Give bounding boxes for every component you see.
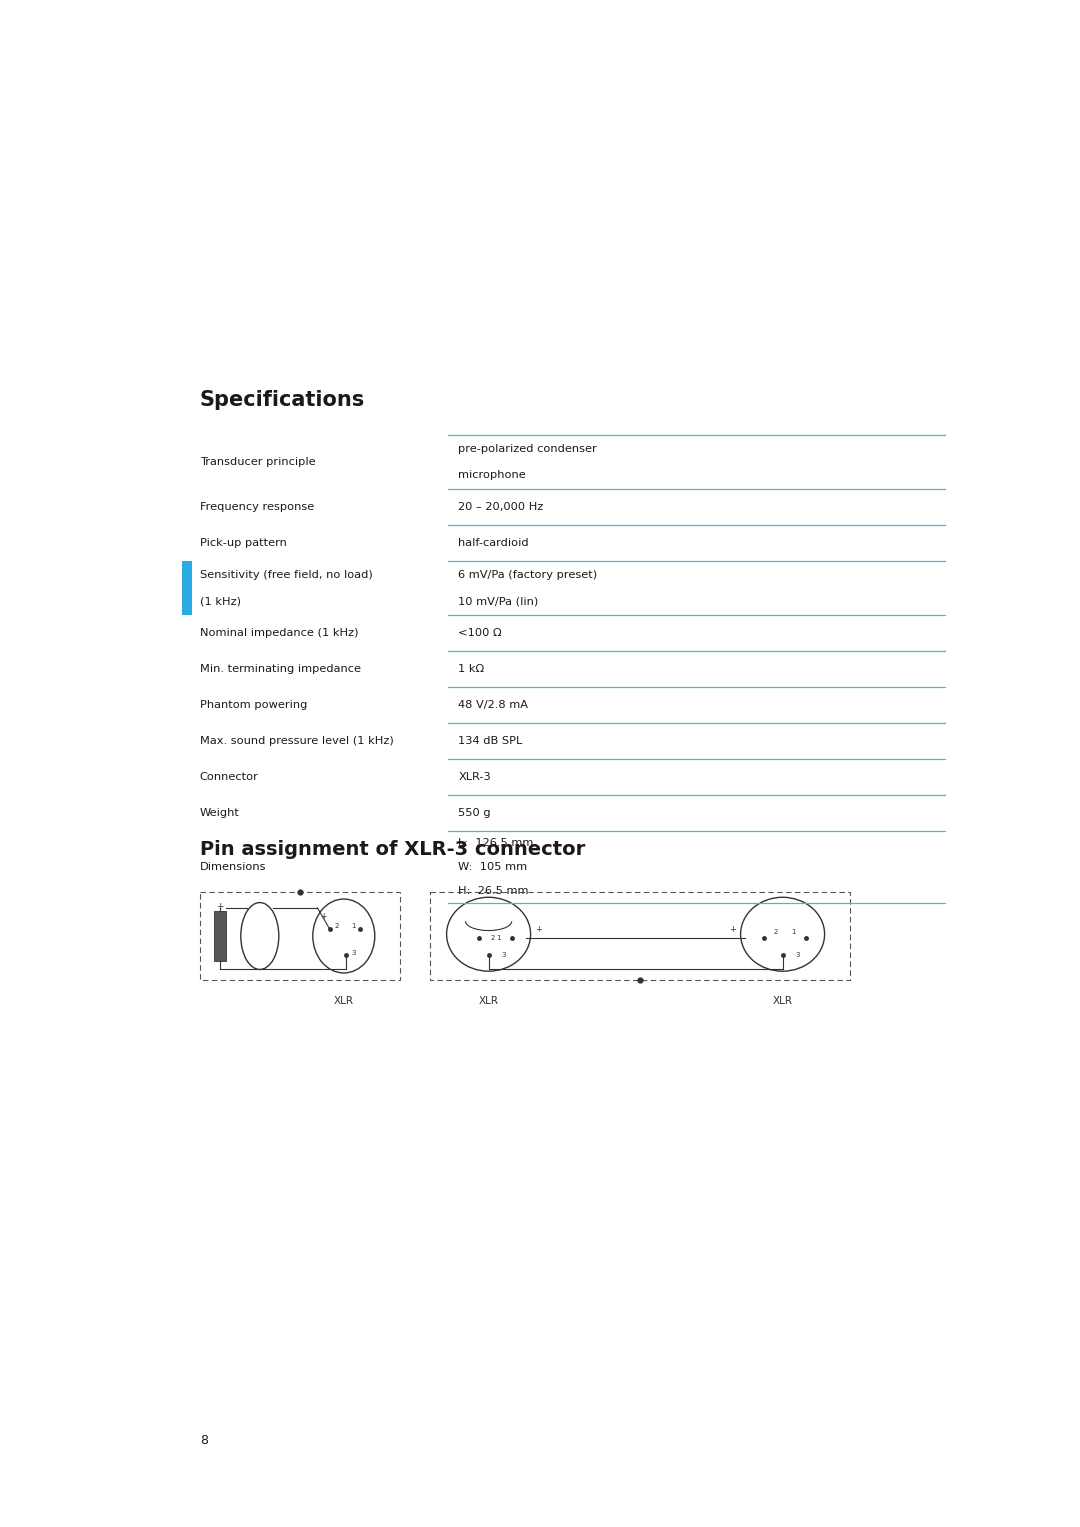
Text: L:  126.5 mm: L: 126.5 mm bbox=[458, 838, 534, 847]
Text: half-cardioid: half-cardioid bbox=[458, 538, 529, 548]
Text: (1 kHz): (1 kHz) bbox=[200, 597, 241, 606]
Text: 3: 3 bbox=[501, 951, 505, 957]
Text: H:  26.5 mm: H: 26.5 mm bbox=[458, 886, 529, 896]
Bar bbox=[200, 892, 400, 980]
Text: 20 – 20,000 Hz: 20 – 20,000 Hz bbox=[458, 502, 543, 512]
Text: +: + bbox=[321, 912, 327, 921]
Text: Max. sound pressure level (1 kHz): Max. sound pressure level (1 kHz) bbox=[200, 736, 393, 747]
Text: 6 mV/Pa (factory preset): 6 mV/Pa (factory preset) bbox=[458, 570, 597, 580]
Text: XLR: XLR bbox=[772, 996, 793, 1006]
Text: Sensitivity (free field, no load): Sensitivity (free field, no load) bbox=[200, 570, 373, 580]
Text: 3: 3 bbox=[352, 950, 356, 956]
Text: 2: 2 bbox=[335, 922, 339, 928]
Text: 2: 2 bbox=[773, 930, 778, 936]
Text: XLR: XLR bbox=[334, 996, 354, 1006]
Text: 48 V/2.8 mA: 48 V/2.8 mA bbox=[458, 699, 528, 710]
Text: XLR: XLR bbox=[478, 996, 499, 1006]
Text: Transducer principle: Transducer principle bbox=[200, 457, 315, 467]
Text: pre-polarized condenser: pre-polarized condenser bbox=[458, 443, 597, 454]
Text: Min. terminating impedance: Min. terminating impedance bbox=[200, 664, 361, 673]
Text: Dimensions: Dimensions bbox=[200, 863, 267, 872]
Text: 1 kΩ: 1 kΩ bbox=[458, 664, 484, 673]
Text: Nominal impedance (1 kHz): Nominal impedance (1 kHz) bbox=[200, 628, 359, 638]
Text: 8: 8 bbox=[200, 1434, 207, 1446]
Text: 134 dB SPL: 134 dB SPL bbox=[458, 736, 523, 747]
Text: Connector: Connector bbox=[200, 773, 259, 782]
Text: 1: 1 bbox=[496, 935, 500, 941]
Text: 1: 1 bbox=[351, 922, 355, 928]
Text: Frequency response: Frequency response bbox=[200, 502, 314, 512]
Text: Specifications: Specifications bbox=[200, 389, 365, 411]
Text: 2: 2 bbox=[490, 935, 495, 941]
Text: 3: 3 bbox=[795, 951, 799, 957]
Text: XLR-3: XLR-3 bbox=[458, 773, 491, 782]
Text: 10 mV/Pa (lin): 10 mV/Pa (lin) bbox=[458, 597, 539, 606]
Text: Weight: Weight bbox=[200, 808, 240, 818]
Bar bbox=[430, 892, 850, 980]
Text: <100 Ω: <100 Ω bbox=[458, 628, 502, 638]
Text: Phantom powering: Phantom powering bbox=[200, 699, 307, 710]
Text: microphone: microphone bbox=[458, 470, 526, 481]
Bar bbox=[214, 912, 226, 960]
Text: Pick-up pattern: Pick-up pattern bbox=[200, 538, 286, 548]
Text: Pin assignment of XLR-3 connector: Pin assignment of XLR-3 connector bbox=[200, 840, 585, 860]
Text: +: + bbox=[216, 901, 224, 910]
Text: +: + bbox=[729, 925, 735, 933]
Text: +: + bbox=[536, 925, 542, 933]
Text: 1: 1 bbox=[791, 930, 795, 936]
Text: 550 g: 550 g bbox=[458, 808, 490, 818]
Text: W:  105 mm: W: 105 mm bbox=[458, 863, 527, 872]
Bar bbox=[181, 560, 192, 615]
